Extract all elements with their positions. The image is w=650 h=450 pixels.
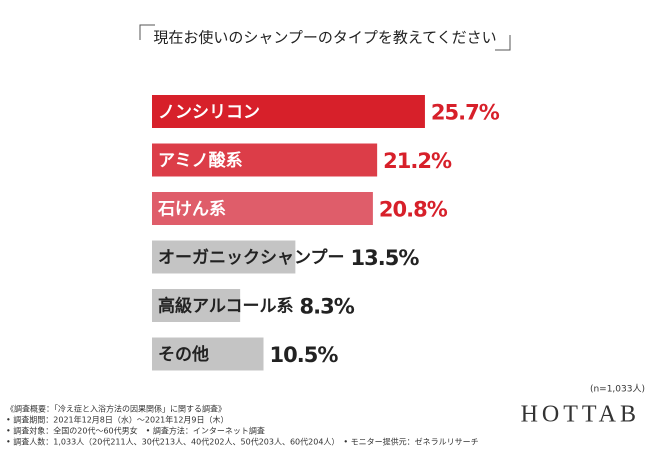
category-label: アミノ酸系	[158, 150, 243, 171]
value-label: 20.8%	[379, 198, 448, 222]
footnote: • 調査期間：2021年12月8日（水）〜2021年12月9日（木）	[6, 415, 229, 425]
category-label: 高級アルコール系	[158, 296, 294, 317]
bar	[152, 240, 296, 274]
chart-title: 現在お使いのシャンプーのタイプを教えてください	[153, 29, 496, 47]
category-label: オーガニックシャンプー	[158, 247, 345, 268]
sample-note: (n=1,033人)	[590, 384, 645, 395]
category-label: 石けん系	[157, 200, 226, 220]
value-label: 10.5%	[270, 343, 339, 367]
title-bracket	[495, 35, 511, 51]
bar	[152, 143, 378, 177]
category-label: ノンシリコン	[158, 103, 260, 123]
footnote: • 調査対象：全国の20代〜60代男女 • 調査方法：インターネット調査	[6, 426, 265, 436]
footnote: • 調査人数：1,033人（20代211人、30代213人、40代202人、50…	[6, 437, 479, 447]
title-bracket	[139, 24, 155, 40]
value-label: 8.3%	[300, 295, 355, 319]
value-label: 21.2%	[383, 149, 452, 173]
bar	[152, 95, 425, 128]
logo: HOTTAB	[521, 402, 640, 428]
footnote: 《調査概要：「冷え症と入浴方法の因果関係」に関する調査》	[6, 404, 226, 414]
bar	[152, 337, 264, 371]
category-label: その他	[158, 344, 209, 365]
value-label: 25.7%	[431, 101, 500, 125]
value-label: 13.5%	[351, 246, 420, 270]
bar	[152, 192, 373, 225]
bar	[152, 289, 241, 322]
